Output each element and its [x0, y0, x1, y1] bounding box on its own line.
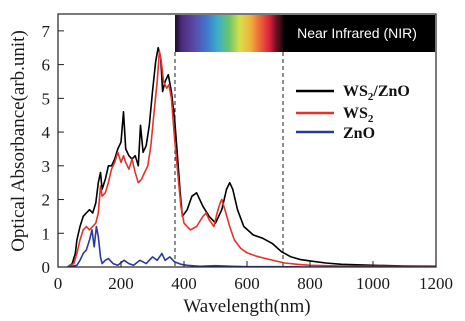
y-tick-label: 7	[42, 22, 51, 41]
series-layer	[67, 46, 436, 267]
y-tick-label: 4	[42, 123, 51, 142]
x-tick-label: 600	[234, 274, 260, 293]
series-line-ws2	[67, 50, 436, 267]
x-tick-label: 800	[297, 274, 323, 293]
legend: WS2/ZnO WS2 ZnO	[296, 83, 410, 142]
nir-label: Near Infrared (NIR)	[297, 25, 417, 41]
x-tick-label: 400	[171, 274, 197, 293]
legend-label-ws2-zno: WS2/ZnO	[343, 83, 410, 103]
y-tick-label: 0	[42, 258, 51, 277]
visible-spectrum-band	[175, 15, 283, 52]
x-tick-label: 1000	[356, 274, 390, 293]
x-tick-label: 0	[54, 274, 63, 293]
nir-band	[283, 15, 435, 52]
y-tick-label: 2	[42, 191, 51, 210]
series-line-zno	[67, 225, 436, 267]
y-tick-label: 3	[42, 157, 51, 176]
tick-layer: 0 200 400 600 800 1000 1200 0 1 2 3 4 5 6 7	[42, 22, 454, 293]
y-tick-label: 5	[42, 89, 51, 108]
legend-label-ws2: WS2	[343, 105, 374, 125]
y-tick-label: 6	[42, 56, 51, 75]
x-tick-label: 200	[108, 274, 134, 293]
x-tick-label: 1200	[419, 274, 453, 293]
y-tick-label: 1	[42, 224, 51, 243]
x-axis-title: Wavelength(nm)	[183, 296, 310, 317]
legend-label-zno: ZnO	[343, 125, 375, 142]
y-axis-title: Optical Absorbance(arb.unit)	[8, 30, 29, 252]
